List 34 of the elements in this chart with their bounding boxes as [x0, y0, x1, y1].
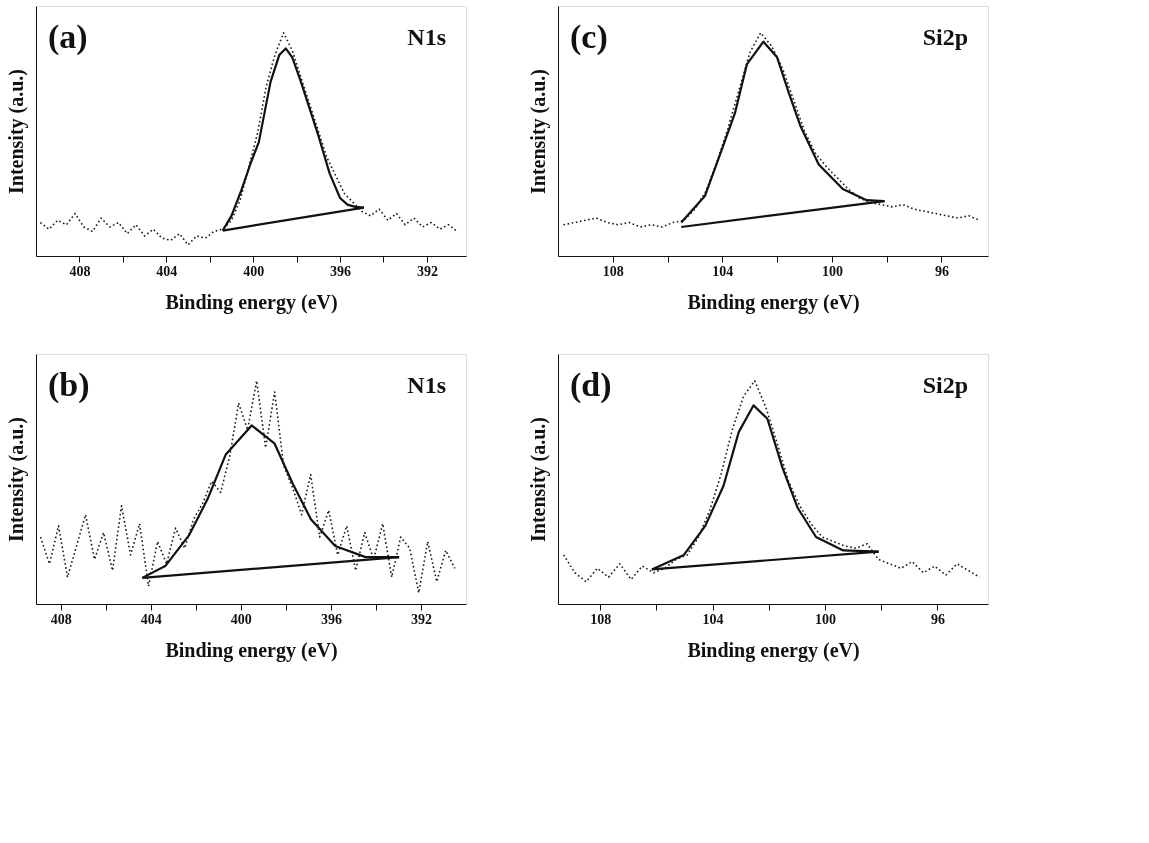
x-tick-label: 408 — [69, 263, 91, 279]
y-axis-title: Intensity (a.u.) — [526, 416, 550, 543]
x-tick-label: 104 — [702, 611, 724, 627]
y-axis-title: Intensity (a.u.) — [4, 68, 28, 195]
annotation: (d) — [570, 366, 612, 404]
annotation: N1s — [407, 372, 446, 398]
x-tick-label: 104 — [712, 263, 734, 279]
x-tick-label: 396 — [330, 263, 352, 279]
x-axis-title: Binding energy (eV) — [165, 290, 338, 314]
annotation: (b) — [48, 366, 90, 404]
x-tick-label: 96 — [934, 263, 949, 279]
x-tick-label: 404 — [156, 263, 178, 279]
x-axis-title: Binding energy (eV) — [165, 638, 338, 662]
annotation: Si2p — [922, 24, 968, 50]
x-tick-label: 100 — [821, 263, 843, 279]
annotation: (a) — [48, 18, 88, 56]
annotation: N1s — [407, 24, 446, 50]
y-axis-title: Intensity (a.u.) — [4, 416, 28, 543]
x-tick-label: 108 — [590, 611, 612, 627]
annotation: Si2p — [922, 372, 968, 398]
x-tick-label: 400 — [243, 263, 265, 279]
x-tick-label: 400 — [230, 611, 252, 627]
annotation: (c) — [570, 18, 608, 56]
y-axis-title: Intensity (a.u.) — [526, 68, 550, 195]
x-tick-label: 404 — [140, 611, 162, 627]
x-tick-label: 392 — [416, 263, 438, 279]
x-tick-label: 396 — [320, 611, 342, 627]
x-axis-title: Binding energy (eV) — [687, 290, 860, 314]
x-tick-label: 96 — [930, 611, 945, 627]
x-tick-label: 108 — [602, 263, 624, 279]
x-axis-title: Binding energy (eV) — [687, 638, 860, 662]
x-tick-label: 408 — [50, 611, 72, 627]
x-tick-label: 392 — [410, 611, 432, 627]
x-tick-label: 100 — [814, 611, 836, 627]
